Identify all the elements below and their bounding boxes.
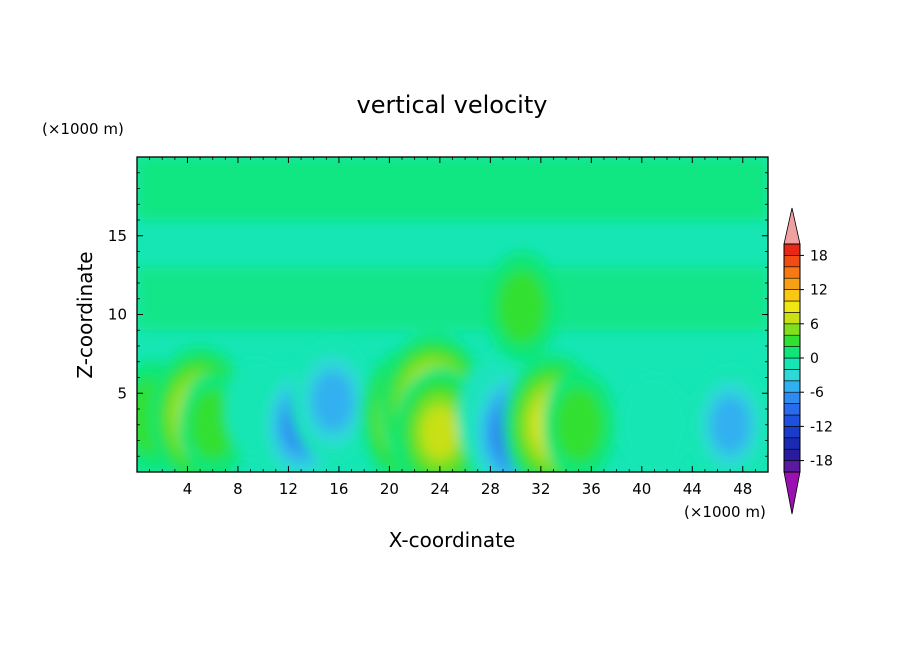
colorbar-segment [783,312,801,325]
mid-layer-band [137,267,768,331]
colorbar-tick-label: 6 [810,317,819,333]
x-tick-label: 28 [481,480,500,498]
velocity-cell [541,369,616,472]
colorbar-segment [783,277,801,290]
velocity-contour [189,389,236,460]
colorbar-segment [783,357,801,370]
velocity-contour [622,374,687,472]
colorbar-segment [783,369,801,382]
colorbar-tick-label: -18 [810,454,833,470]
velocity-contour [710,395,750,454]
y-tick-label: 5 [117,384,127,402]
x-tick-label: 24 [430,480,449,498]
colorbar-segment [783,460,801,473]
y-tick-label: 15 [108,227,127,245]
x-tick-label: 40 [632,480,651,498]
velocity-contour [312,370,354,432]
colorbar-segment [783,346,801,359]
colorbar-tick-label: 0 [810,351,819,367]
y-axis-ticks: 5 10 15 [108,172,768,457]
x-tick-label: 20 [380,480,399,498]
upper-layer-band [137,157,768,220]
x-tick-label: 44 [683,480,702,498]
y-tick-label: 10 [108,306,127,324]
velocity-cell [691,366,768,472]
x-tick-label: 4 [183,480,193,498]
colorbar-segment [783,323,801,336]
colorbar-segment [783,334,801,347]
x-tick-label: 32 [531,480,550,498]
colorbar-segment [783,437,801,450]
colorbar-over-arrow [783,207,801,245]
x-tick-label: 16 [329,480,348,498]
colorbar-segment [783,448,801,461]
contour-fill-layer [137,157,768,472]
velocity-cell [485,251,559,363]
y-axis-label: Z-coordinate [73,251,97,378]
colorbar-segment [783,243,801,256]
colorbar-tick-label: 12 [810,283,828,299]
colorbar-segment [783,255,801,268]
colorbar-segment [783,266,801,279]
velocity-contour [421,406,459,459]
x-tick-label: 36 [582,480,601,498]
x-axis-label: X-coordinate [389,528,516,552]
colorbar-segment [783,380,801,393]
velocity-contour [497,269,547,344]
colorbar-segment [783,391,801,404]
colorbar-under-arrow [783,471,801,515]
colorbar: 18 12 6 0 -6 -12 -18 [783,207,833,515]
chart-title: vertical velocity [357,91,548,119]
colorbar-tick-label: -12 [810,419,833,435]
colorbar-tick-label: -6 [810,385,824,401]
colorbar-segment [783,426,801,439]
colorbar-segment [783,403,801,416]
x-tick-label: 48 [733,480,752,498]
velocity-contour [554,387,604,462]
x-axis-ticks: 4 8 12 16 20 24 28 32 36 40 44 48 [149,157,756,498]
x-tick-label: 12 [279,480,298,498]
x-unit-label: (×1000 m) [684,503,766,521]
colorbar-segment [783,289,801,302]
x-tick-label: 8 [233,480,243,498]
colorbar-tick-label: 18 [810,248,828,264]
y-unit-label: (×1000 m) [42,120,124,138]
colorbar-segment [783,414,801,427]
velocity-cell [622,374,687,472]
velocity-cell [291,340,374,462]
colorbar-segment [783,300,801,313]
